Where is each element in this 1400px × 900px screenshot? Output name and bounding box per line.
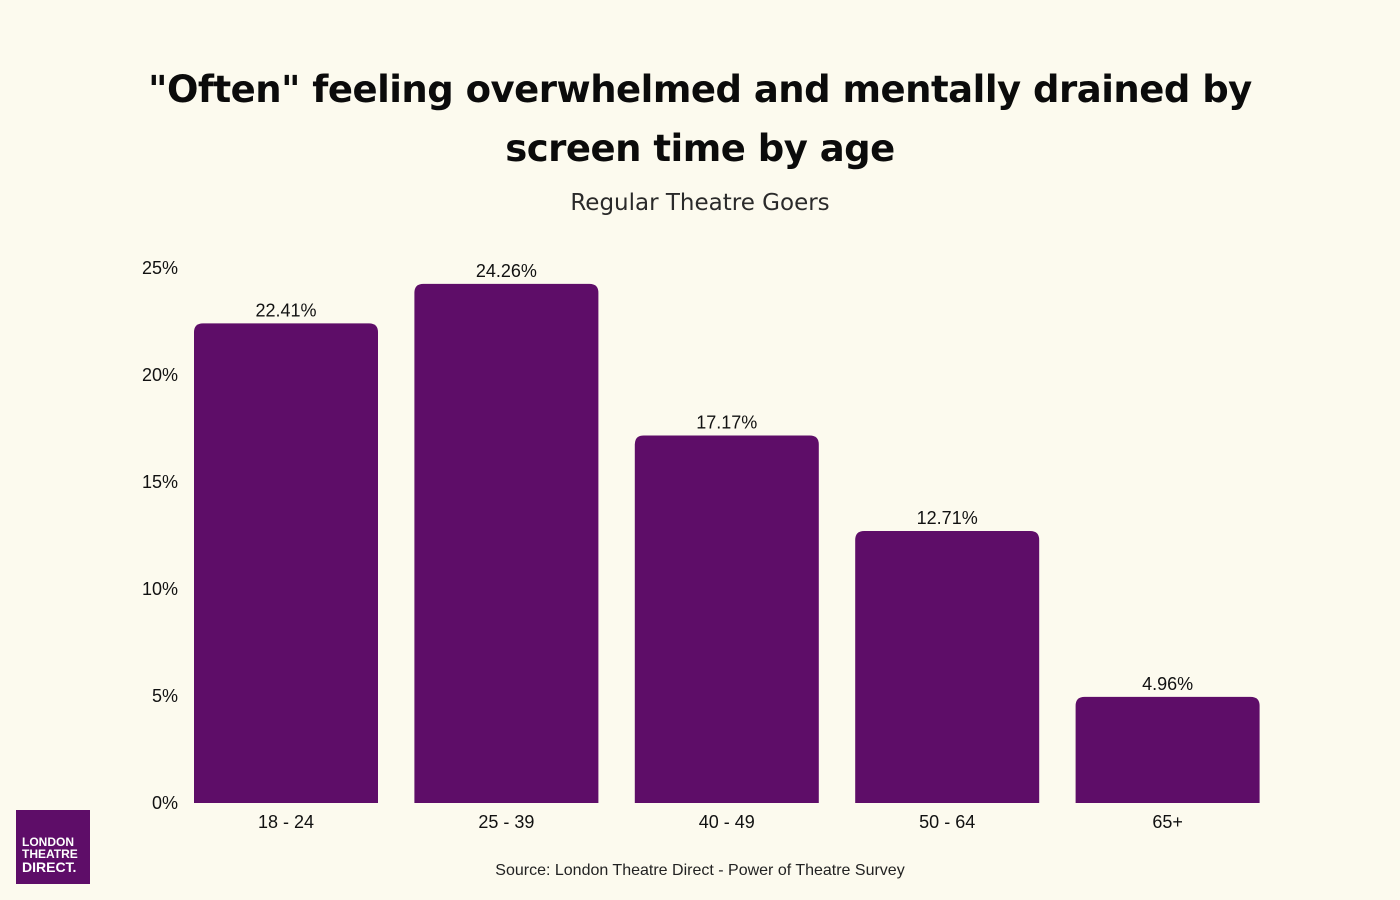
y-tick-label: 5% <box>152 686 178 706</box>
x-tick-label: 50 - 64 <box>919 812 975 832</box>
data-label: 22.41% <box>255 300 316 320</box>
logo-line-3: DIRECT. <box>22 859 77 875</box>
y-tick-label: 15% <box>142 472 178 492</box>
y-tick-label: 10% <box>142 579 178 599</box>
y-tick-label: 25% <box>142 258 178 278</box>
source-note: Source: London Theatre Direct - Power of… <box>495 862 905 879</box>
data-label: 4.96% <box>1142 674 1193 694</box>
x-tick-label: 18 - 24 <box>258 812 314 832</box>
data-label: 17.17% <box>696 413 757 433</box>
data-label: 24.26% <box>476 261 537 281</box>
data-label: 12.71% <box>917 508 978 528</box>
x-tick-label: 25 - 39 <box>478 812 534 832</box>
bar-25-39 <box>414 283 599 803</box>
logo-line-2: THEATRE <box>22 847 78 861</box>
x-tick-label: 65+ <box>1152 812 1183 832</box>
y-tick-label: 20% <box>142 365 178 385</box>
bar-18-24 <box>194 323 378 803</box>
bar-50-64 <box>855 531 1040 803</box>
chart-title: "Often" feeling overwhelmed and mentally… <box>148 68 1252 170</box>
logo-line-1: LONDON <box>22 835 74 849</box>
x-tick-label: 40 - 49 <box>699 812 755 832</box>
bar-40-49 <box>634 435 819 803</box>
brand-logo: LONDON THEATRE DIRECT. <box>16 810 90 884</box>
chart-subtitle: Regular Theatre Goers <box>570 190 830 216</box>
y-tick-label: 0% <box>152 793 178 813</box>
bar-65plus <box>1075 696 1260 803</box>
